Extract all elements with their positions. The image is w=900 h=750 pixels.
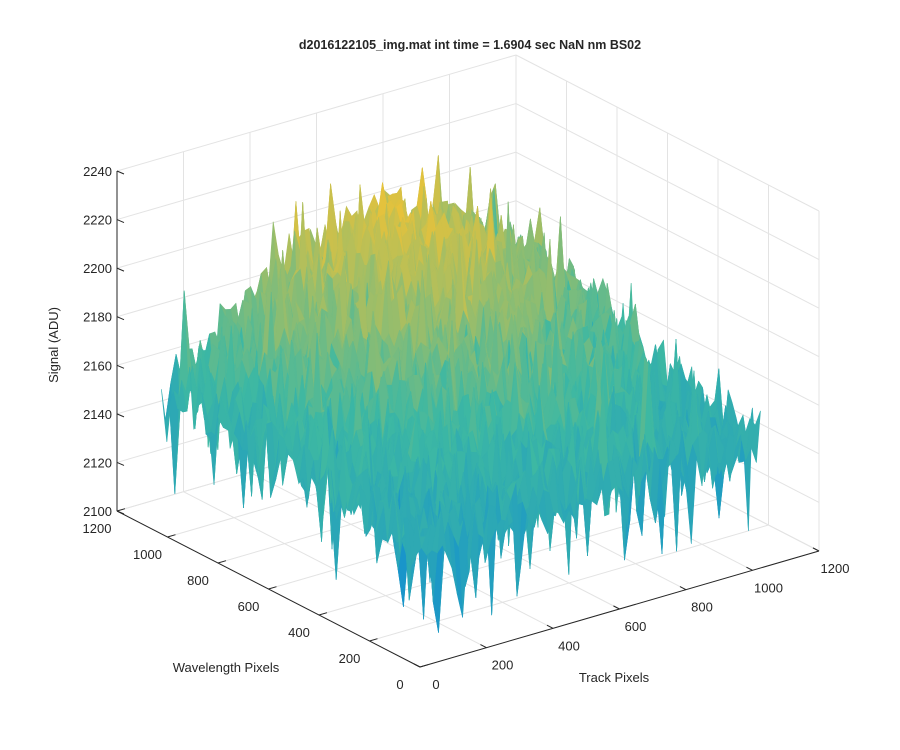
x-tick-label: 800 xyxy=(691,600,713,615)
z-tick-label: 2200 xyxy=(83,261,112,276)
y-tick xyxy=(116,508,126,512)
grid-line xyxy=(116,151,517,269)
axis-lines xyxy=(116,170,820,668)
y-tick xyxy=(318,612,328,616)
x-tick xyxy=(746,566,753,571)
x-tick xyxy=(679,586,687,591)
y-tick-label: 800 xyxy=(187,573,209,588)
grid-line xyxy=(515,103,820,261)
z-tick-label: 2220 xyxy=(83,213,112,228)
y-tick xyxy=(369,638,378,642)
tick-labels: 0 200 400 600 800 1000 1200 0 200 400 600 800 1000 12… xyxy=(83,164,850,692)
x-axis-label: Track Pixels xyxy=(579,670,650,685)
y-tick xyxy=(167,534,176,538)
z-tick xyxy=(116,219,125,224)
x-tick-label: 200 xyxy=(492,658,514,673)
x-tick-label: 600 xyxy=(625,619,647,634)
y-tick-label: 200 xyxy=(339,651,361,666)
z-tick xyxy=(116,364,125,369)
z-tick-label: 2140 xyxy=(83,407,112,422)
z-tick xyxy=(116,461,125,466)
grid-line xyxy=(116,54,517,172)
z-tick-label: 2240 xyxy=(83,164,112,179)
x-tick-label: 1000 xyxy=(754,580,783,595)
y-tick-label: 1200 xyxy=(83,521,112,536)
z-tick xyxy=(116,267,125,272)
z-tick-label: 2100 xyxy=(83,504,112,519)
x-tick-label: 1200 xyxy=(821,561,850,576)
x-tick xyxy=(613,605,620,610)
z-tick-label: 2180 xyxy=(83,310,112,325)
y-tick-label: 1000 xyxy=(133,547,162,562)
z-tick xyxy=(116,170,125,175)
x-tick xyxy=(413,663,421,668)
surface-patch xyxy=(415,511,426,548)
y-tick xyxy=(419,664,429,668)
y-tick-label: 600 xyxy=(238,599,260,614)
grid-line xyxy=(116,103,517,221)
y-tick-label: 400 xyxy=(288,625,310,640)
x-tick xyxy=(546,624,554,629)
x-tick-label: 0 xyxy=(432,677,439,692)
z-tick xyxy=(116,316,125,321)
z-tick-label: 2120 xyxy=(83,455,112,470)
y-tick-label: 0 xyxy=(396,677,403,692)
surface-patch xyxy=(670,451,682,552)
y-axis-label: Wavelength Pixels xyxy=(173,660,280,675)
chart-title: d2016122105_img.mat int time = 1.6904 se… xyxy=(299,38,641,52)
z-tick xyxy=(116,413,125,418)
grid-line xyxy=(369,524,769,642)
z-axis-label: Signal (ADU) xyxy=(46,307,61,383)
x-tick xyxy=(812,547,820,552)
grid-line xyxy=(515,151,820,309)
x-tick xyxy=(480,644,487,649)
y-tick xyxy=(217,560,227,564)
y-tick xyxy=(268,586,277,590)
surface-plot xyxy=(161,155,761,633)
grid-line xyxy=(515,200,820,358)
grid-line xyxy=(515,54,820,212)
z-tick-label: 2160 xyxy=(83,358,112,373)
z-tick xyxy=(116,510,125,515)
x-tick-label: 400 xyxy=(558,638,580,653)
